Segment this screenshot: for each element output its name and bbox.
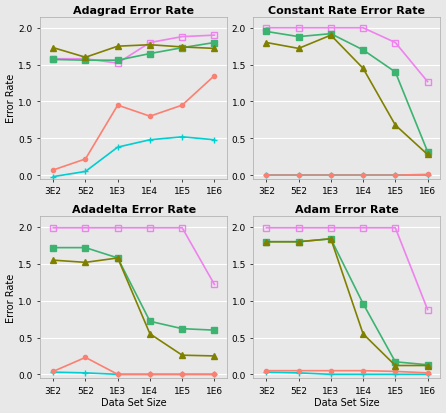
X-axis label: Data Set Size: Data Set Size [101,397,167,408]
Y-axis label: Error Rate: Error Rate [5,273,16,322]
X-axis label: Data Set Size: Data Set Size [314,397,380,408]
Title: Adadelta Error Rate: Adadelta Error Rate [72,204,196,214]
Y-axis label: Error Rate: Error Rate [5,74,16,123]
Title: Constant Rate Error Rate: Constant Rate Error Rate [268,5,425,16]
Title: Adam Error Rate: Adam Error Rate [295,204,399,214]
Title: Adagrad Error Rate: Adagrad Error Rate [73,5,194,16]
